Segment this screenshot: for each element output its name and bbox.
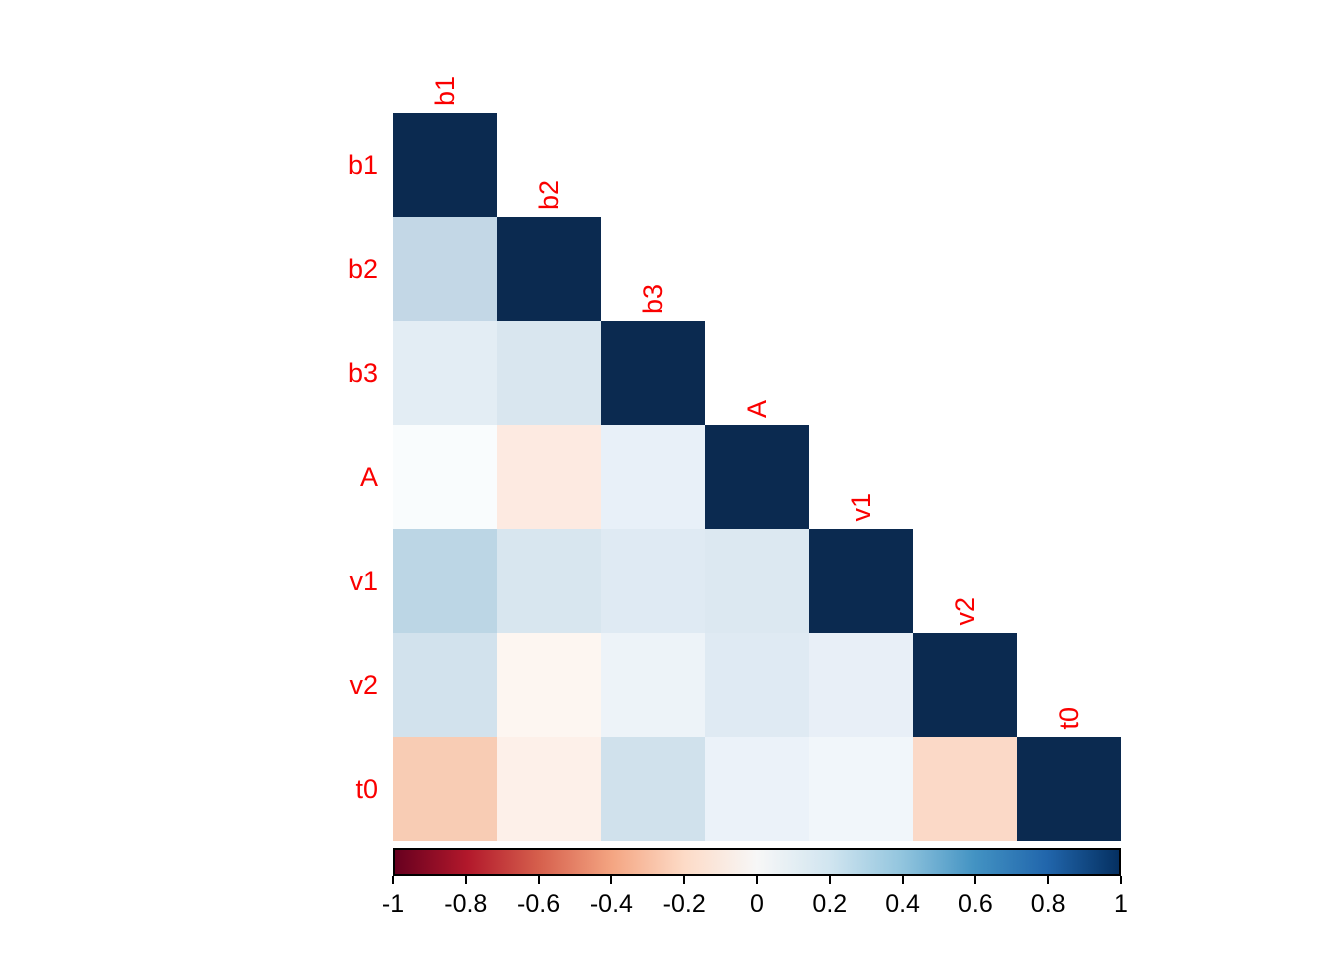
matrix-cell-v1-A (705, 529, 809, 633)
colorbar-tick (392, 876, 394, 884)
matrix-cell-b1-b1 (393, 113, 497, 217)
matrix-cell-A-b2 (497, 425, 601, 529)
colorbar-tick-label: -0.6 (517, 890, 561, 918)
matrix-cell-v2-b1 (393, 633, 497, 737)
matrix-cell-t0-A (705, 737, 809, 841)
colorbar-tick (974, 876, 977, 884)
matrix-cell-A-b3 (601, 425, 705, 529)
row-label-b1: b1 (347, 149, 378, 180)
matrix-cell-v1-b3 (601, 529, 705, 633)
diagonal-label-b2: b2 (533, 179, 564, 210)
matrix-cell-v2-b3 (601, 633, 705, 737)
colorbar-tick (464, 876, 467, 884)
colorbar-tick-label: 0.2 (812, 890, 848, 918)
matrix-cell-A-b1 (393, 425, 497, 529)
diagonal-label-A: A (741, 399, 772, 418)
matrix-cell-b3-b2 (497, 321, 601, 425)
matrix-cell-t0-b2 (497, 737, 601, 841)
colorbar-tick-label: 0 (750, 890, 764, 918)
colorbar-tick (828, 876, 831, 884)
colorbar-tick (610, 876, 613, 884)
matrix-cell-b3-b1 (393, 321, 497, 425)
matrix-cell-t0-b3 (601, 737, 705, 841)
colorbar-tick (756, 876, 758, 884)
colorbar-tick-label: 0.4 (885, 890, 920, 918)
colorbar-tick-label: 0.8 (1030, 890, 1066, 918)
diagonal-label-v2: v2 (949, 597, 980, 626)
row-label-t0: t0 (355, 773, 378, 804)
colorbar-tick (1120, 876, 1122, 884)
matrix-cell-v2-v2 (913, 633, 1017, 737)
colorbar-tick-label: -0.2 (662, 890, 706, 918)
matrix-cell-v2-A (705, 633, 809, 737)
colorbar-tick-label: -0.8 (444, 890, 488, 918)
colorbar-tick-label: 1 (1114, 890, 1128, 918)
matrix-cell-t0-t0 (1017, 737, 1121, 841)
diagonal-label-v1: v1 (845, 493, 876, 522)
colorbar-tick (1047, 876, 1050, 884)
row-label-b3: b3 (347, 357, 378, 388)
colorbar-gradient (393, 848, 1121, 876)
colorbar-tick-label: 0.6 (958, 890, 993, 918)
diagonal-label-b3: b3 (637, 283, 668, 314)
matrix-cell-v1-v1 (809, 529, 913, 633)
row-label-b2: b2 (347, 253, 378, 284)
matrix-cell-v2-v1 (809, 633, 913, 737)
colorbar-tick (901, 876, 904, 884)
colorbar-tick-label: -1 (381, 890, 405, 918)
matrix-cell-v1-b2 (497, 529, 601, 633)
colorbar-tick-label: -0.4 (589, 890, 633, 918)
matrix-cell-A-A (705, 425, 809, 529)
matrix-cell-b3-b3 (601, 321, 705, 425)
row-label-A: A (359, 461, 378, 492)
matrix-cell-b2-b1 (393, 217, 497, 321)
matrix-cell-t0-v1 (809, 737, 913, 841)
row-label-v2: v2 (349, 669, 378, 700)
matrix-cell-v1-b1 (393, 529, 497, 633)
row-label-v1: v1 (349, 565, 378, 596)
diagonal-label-b1: b1 (429, 75, 460, 106)
matrix-cell-b2-b2 (497, 217, 601, 321)
matrix-cell-t0-b1 (393, 737, 497, 841)
colorbar-tick (537, 876, 540, 884)
diagonal-label-t0: t0 (1053, 707, 1084, 730)
matrix-cell-v2-b2 (497, 633, 601, 737)
colorbar-tick (683, 876, 686, 884)
matrix-cell-t0-v2 (913, 737, 1017, 841)
